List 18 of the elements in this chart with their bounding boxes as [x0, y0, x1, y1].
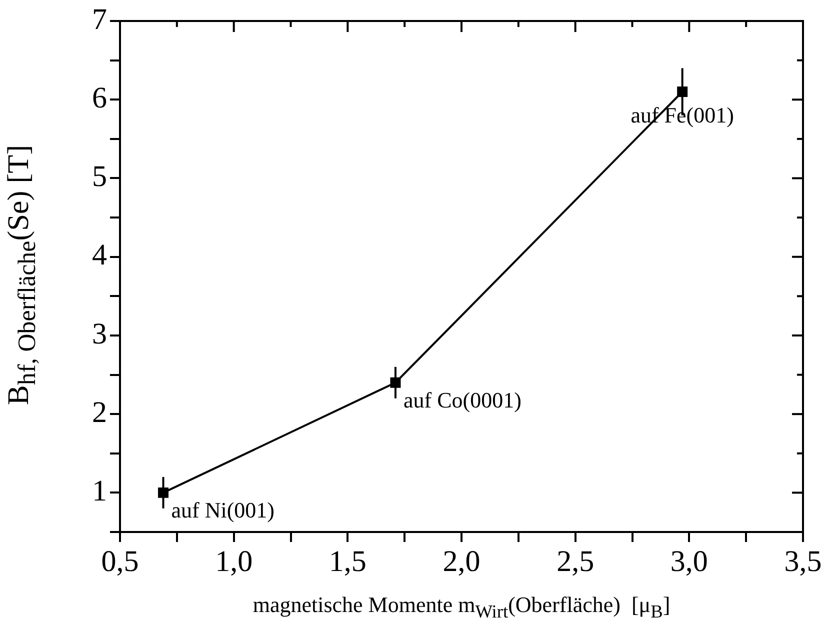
- x-tick-label: 1,5: [328, 544, 366, 578]
- y-tick-label: 7: [92, 2, 107, 36]
- x-tick-label: 3,5: [784, 544, 822, 578]
- x-tick-label: 2,5: [556, 544, 594, 578]
- y-tick-label: 3: [92, 317, 107, 350]
- annotation: auf Fe(001): [630, 102, 734, 128]
- y-tick-label: 6: [92, 81, 107, 114]
- annotation: auf Co(0001): [403, 387, 522, 412]
- x-tick-label: 3,0: [670, 544, 708, 578]
- x-tick-label: 2,0: [442, 544, 480, 578]
- y-tick-label: 4: [92, 238, 107, 272]
- x-tick-label: 0,5: [101, 544, 139, 578]
- y-tick-label: 1: [92, 474, 107, 508]
- y-tick-label: 2: [92, 396, 107, 429]
- y-tick-label: 5: [92, 160, 107, 194]
- annotation: auf Ni(001): [171, 497, 275, 522]
- x-axis-title: magnetische Momente m$_{Wirt}$(Oberfläche) [μ$_{B}$]: [252, 592, 672, 622]
- x-tick-label: 1,0: [215, 544, 253, 578]
